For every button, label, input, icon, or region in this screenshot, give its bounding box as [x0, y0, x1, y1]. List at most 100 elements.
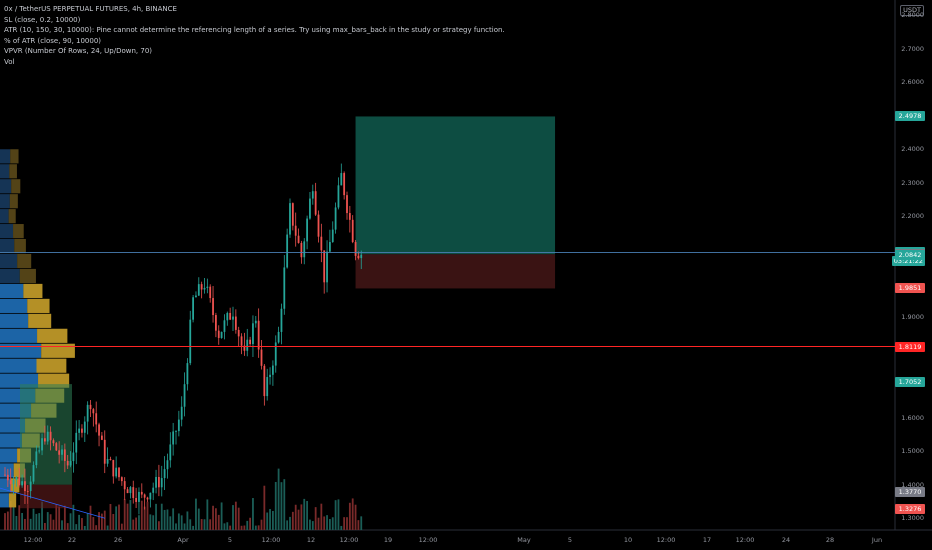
candle-body: [331, 229, 334, 243]
volume-bar: [18, 505, 21, 530]
time-tick: 10: [623, 536, 633, 544]
volume-bar: [249, 517, 251, 530]
volume-bar: [138, 515, 140, 530]
chart-legend: 0x / TetherUS PERPETUAL FUTURES, 4h, BIN…: [4, 4, 505, 67]
price-tick: 1.3000: [901, 514, 924, 523]
volume-bar: [155, 503, 157, 530]
volume-bar: [306, 500, 308, 530]
volume-bar: [35, 513, 38, 530]
volume-bar: [98, 512, 100, 530]
candle-body: [126, 489, 129, 494]
vpvr-down-bar: [37, 328, 68, 343]
candle-body: [257, 320, 260, 350]
volume-bar: [95, 525, 98, 530]
candle-body: [92, 409, 95, 414]
volume-bar: [109, 503, 112, 530]
volume-bar: [38, 513, 41, 530]
indicator-atr[interactable]: ATR (10, 150, 30, 10000): Pine cannot de…: [4, 26, 505, 34]
price-tick: 2.2000: [901, 212, 924, 221]
candle-body: [44, 438, 46, 442]
vpvr-down-bar: [9, 164, 17, 179]
vpvr-up-bar: [0, 194, 10, 209]
candle-body: [101, 435, 103, 440]
candle-body: [61, 449, 63, 455]
atr-price-label: 1.3770: [895, 487, 925, 498]
candle-body: [38, 450, 41, 452]
candle-body: [360, 254, 363, 259]
vpvr-low-area: [20, 484, 72, 509]
volume-bar: [55, 504, 58, 530]
candle-body: [309, 198, 311, 219]
volume-bar: [317, 517, 320, 530]
candle-body: [129, 487, 132, 494]
price-tick: 2.3000: [901, 178, 924, 187]
volume-bar: [52, 519, 55, 530]
volume-bar: [243, 525, 246, 530]
candle-body: [120, 477, 123, 482]
candle-body: [266, 377, 269, 397]
volume-bar: [357, 520, 360, 530]
volume-bar: [311, 521, 314, 530]
vpvr-up-bar: [0, 209, 9, 224]
volume-bar: [126, 503, 129, 530]
vpvr-up-bar: [0, 328, 38, 343]
time-tick: 12:00: [261, 536, 281, 544]
volume-bar: [346, 517, 348, 530]
candle-body: [4, 474, 6, 476]
vpvr-up-bar: [0, 149, 11, 164]
volume-bar: [195, 498, 197, 530]
symbol-title[interactable]: 0x / TetherUS PERPETUAL FUTURES, 4h, BIN…: [4, 5, 177, 13]
volume-bar: [83, 525, 86, 530]
indicator-vpvr[interactable]: VPVR (Number Of Rows, 24, Up/Down, 70): [4, 47, 153, 55]
candle-body: [103, 439, 106, 464]
currency-button[interactable]: USDT: [900, 5, 924, 16]
volume-bar: [169, 516, 172, 530]
price-tick: 1.4000: [901, 480, 924, 489]
vpvr-down-bar: [36, 358, 67, 373]
vpvr-down-bar: [10, 149, 19, 164]
volume-bar: [149, 514, 152, 530]
volume-bar: [220, 502, 223, 530]
volume-bar: [280, 482, 283, 530]
vpvr-up-bar: [0, 433, 22, 448]
volume-bar: [186, 511, 189, 530]
indicator-volume[interactable]: Vol: [4, 57, 15, 66]
time-tick: 24: [781, 536, 791, 544]
candle-body: [306, 218, 308, 242]
volume-bar: [58, 506, 61, 530]
candle-body: [212, 298, 214, 316]
vpvr-up-bar: [0, 463, 14, 478]
candle-body: [246, 339, 249, 351]
vpvr-up-bar: [0, 283, 24, 299]
support-price-label: 1.7052: [895, 377, 925, 388]
vpvr-up-bar: [0, 313, 29, 328]
candle-body: [69, 461, 72, 466]
candle-body: [197, 284, 200, 296]
vpvr-down-bar: [41, 343, 75, 358]
volume-bar: [69, 513, 72, 530]
volume-bar: [277, 468, 280, 530]
volume-bar: [166, 509, 169, 530]
indicator-sl[interactable]: SL (close, 0.2, 10000): [4, 15, 81, 24]
vpvr-down-bar: [27, 298, 50, 313]
candle-body: [160, 478, 163, 488]
candle-body: [317, 214, 320, 237]
candle-body: [237, 329, 240, 337]
volume-bar: [232, 505, 234, 530]
candle-body: [340, 173, 343, 186]
candle-body: [58, 450, 61, 455]
volume-bar: [81, 518, 83, 530]
volume-bar: [103, 510, 106, 530]
volume-bar: [326, 515, 328, 530]
candle-body: [183, 384, 186, 407]
volume-bar: [286, 520, 289, 530]
volume-bar: [272, 510, 274, 530]
candle-body: [195, 295, 197, 298]
volume-bar: [334, 500, 337, 530]
indicator-atr-percent[interactable]: % of ATR (close, 90, 10000): [4, 36, 102, 45]
time-tick: 26: [113, 536, 123, 544]
volume-bar: [132, 519, 135, 530]
candle-body: [55, 443, 58, 451]
